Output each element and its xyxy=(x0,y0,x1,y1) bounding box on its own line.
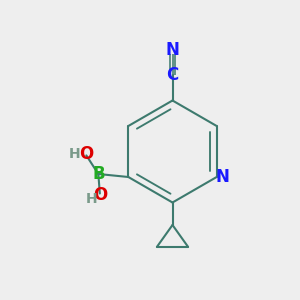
Text: H: H xyxy=(85,192,97,206)
Text: B: B xyxy=(92,165,105,183)
Text: O: O xyxy=(93,186,107,204)
Text: O: O xyxy=(80,145,94,163)
Text: C: C xyxy=(167,66,178,84)
Text: N: N xyxy=(215,168,229,186)
Text: N: N xyxy=(166,41,179,59)
Text: H: H xyxy=(69,147,81,160)
